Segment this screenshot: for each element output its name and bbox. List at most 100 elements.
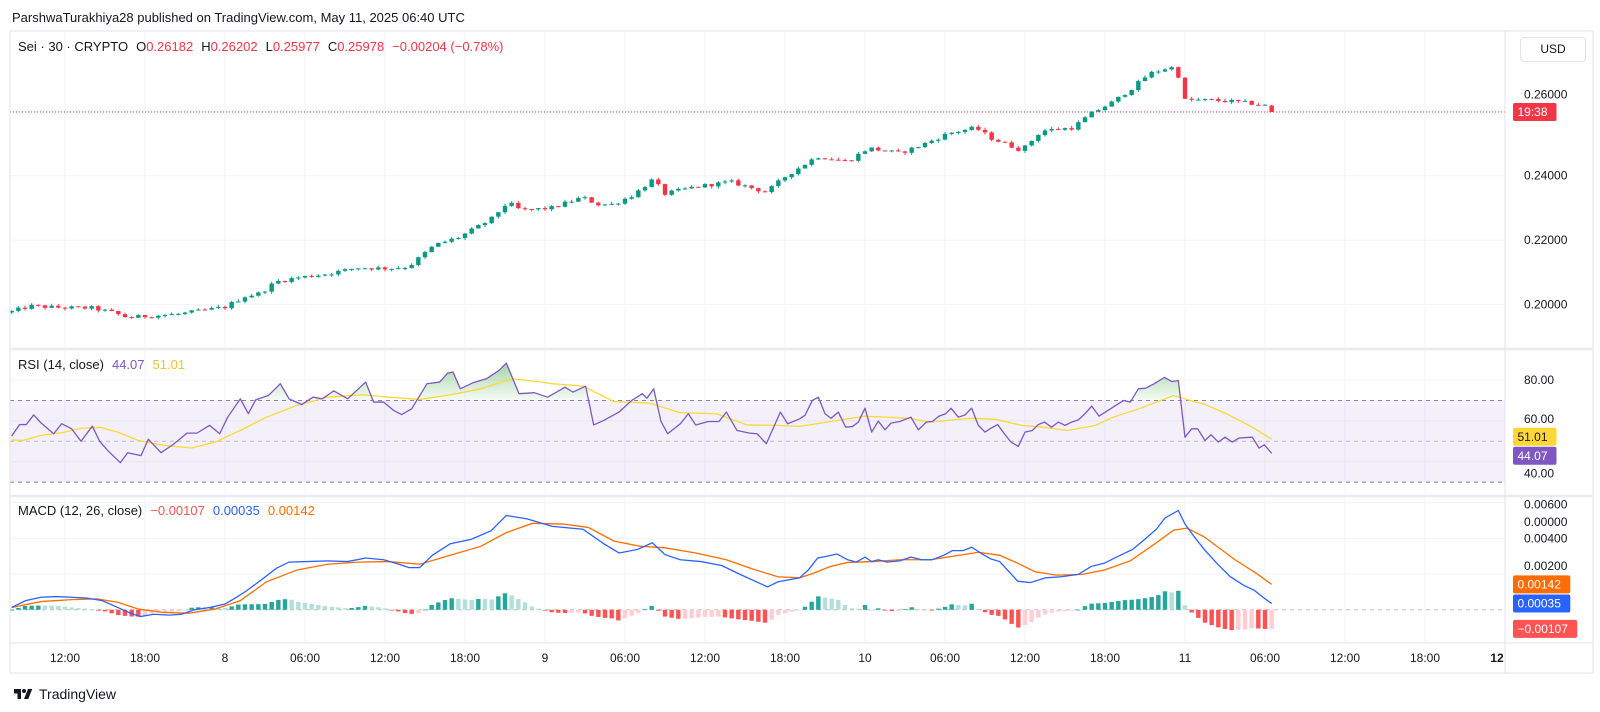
candle [369, 268, 374, 272]
candle [582, 195, 588, 200]
candle-body [942, 133, 948, 140]
candle-body [502, 205, 508, 213]
price-pane[interactable] [9, 66, 1505, 320]
macd-histogram-bar [489, 599, 494, 610]
candle [262, 290, 268, 295]
legend-symbol[interactable]: Sei · 30 · CRYPTO [18, 39, 129, 54]
candle [849, 160, 854, 162]
candle [822, 157, 828, 160]
candle [756, 187, 761, 194]
candle-body [702, 184, 708, 188]
candle [442, 240, 448, 244]
candle [782, 176, 788, 183]
macd-histogram-bar [609, 609, 614, 619]
candle [182, 311, 188, 316]
macd-legend-title[interactable]: MACD (12, 26, close) [18, 503, 143, 518]
candle-body [322, 274, 328, 276]
macd-histogram-bar [1169, 592, 1174, 610]
candle-body [956, 131, 961, 133]
candle-body [202, 309, 208, 311]
candle-body [976, 126, 981, 130]
candle [309, 274, 314, 278]
candle [669, 189, 674, 196]
macd-histogram-bar [882, 609, 888, 611]
candle [402, 266, 408, 271]
macd-histogram-bar [536, 608, 541, 610]
macd-legend: MACD (12, 26, close) −0.00107 0.00035 0.001… [18, 503, 315, 519]
macd-histogram-bar [1136, 599, 1141, 610]
macd-histogram-bar [402, 609, 408, 614]
candle-body [769, 186, 774, 193]
macd-histogram-badge-background [1513, 619, 1578, 638]
macd-histogram-bar [722, 609, 728, 618]
time-axis[interactable]: 12:00 18:00 8 06:00 12:00 18:00 9 06:00 12:00 18:… [50, 651, 1504, 665]
candle [576, 196, 581, 203]
macd-histogram-bar [836, 599, 841, 610]
macd-histogram-bar [169, 609, 174, 613]
tradingview-logo[interactable]: TradingView [12, 685, 116, 703]
rsi-legend-ma-value: 51.01 [152, 357, 186, 372]
macd-histogram-bar [189, 607, 194, 610]
price-axis[interactable]: 0.26000 0.24000 0.22000 0.20000 80.00 60.00 40… [1524, 87, 1568, 573]
macd-histogram-bar [962, 605, 968, 610]
candle-body [836, 159, 841, 161]
rsi-pane[interactable] [10, 362, 1505, 483]
candle [89, 305, 94, 311]
candle-body [282, 281, 288, 283]
candle [1262, 104, 1268, 106]
candle-body [782, 177, 788, 181]
publish-line: ParshwaTurakhiya28 published on TradingV… [12, 10, 465, 25]
candle [122, 312, 128, 318]
candle-body [802, 164, 808, 169]
macd-histogram-bar [209, 607, 214, 610]
macd-histogram-bar [262, 603, 268, 610]
macd-histogram-bar [969, 603, 974, 610]
candle [56, 304, 61, 309]
macd-histogram-bar [862, 605, 868, 610]
candle-body [422, 252, 428, 258]
candle [836, 157, 841, 161]
candle [1002, 141, 1008, 143]
candle [1116, 96, 1121, 103]
candle-body [822, 158, 828, 160]
rsi-ma-line [11, 378, 1273, 449]
candle-body [309, 275, 314, 277]
candle-body [1096, 110, 1101, 112]
macd-histogram-bar [249, 604, 254, 610]
candle [156, 315, 161, 320]
candle-body [249, 295, 254, 298]
candle-body [662, 184, 668, 195]
candle-body [89, 306, 94, 309]
candle-body [1022, 145, 1028, 151]
candle [222, 305, 228, 310]
time-tick-label: 12:00 [370, 651, 400, 665]
candle [142, 314, 148, 319]
candle [749, 185, 754, 190]
rsi-value-badge-text: 44.07 [1518, 449, 1548, 463]
candle [469, 227, 474, 235]
macd-histogram-bar [336, 607, 341, 610]
candle-body [922, 142, 928, 148]
price-tick-label: 0.24000 [1524, 169, 1568, 183]
currency-button[interactable]: USD [1520, 37, 1586, 62]
candle [136, 314, 141, 318]
time-tick-label: 18:00 [1090, 651, 1120, 665]
legend-open-label: O [136, 39, 147, 54]
macd-histogram-bar [342, 608, 348, 610]
macd-histogram-bar [1149, 597, 1154, 610]
candle-body [1162, 69, 1168, 72]
macd-pane[interactable] [9, 509, 1505, 631]
macd-histogram-bar [1062, 609, 1068, 612]
macd-histogram-bar [162, 609, 168, 613]
candle [302, 275, 308, 279]
macd-histogram-bar [409, 609, 414, 614]
macd-histogram-bar [1069, 609, 1074, 611]
candle [596, 201, 601, 207]
rsi-overbought-fill [11, 363, 1272, 401]
rsi-legend-title[interactable]: RSI (14, close) [18, 357, 104, 372]
candle [936, 138, 941, 143]
candle [642, 185, 648, 192]
candle [236, 299, 241, 303]
time-tick-label: 10 [858, 651, 872, 665]
